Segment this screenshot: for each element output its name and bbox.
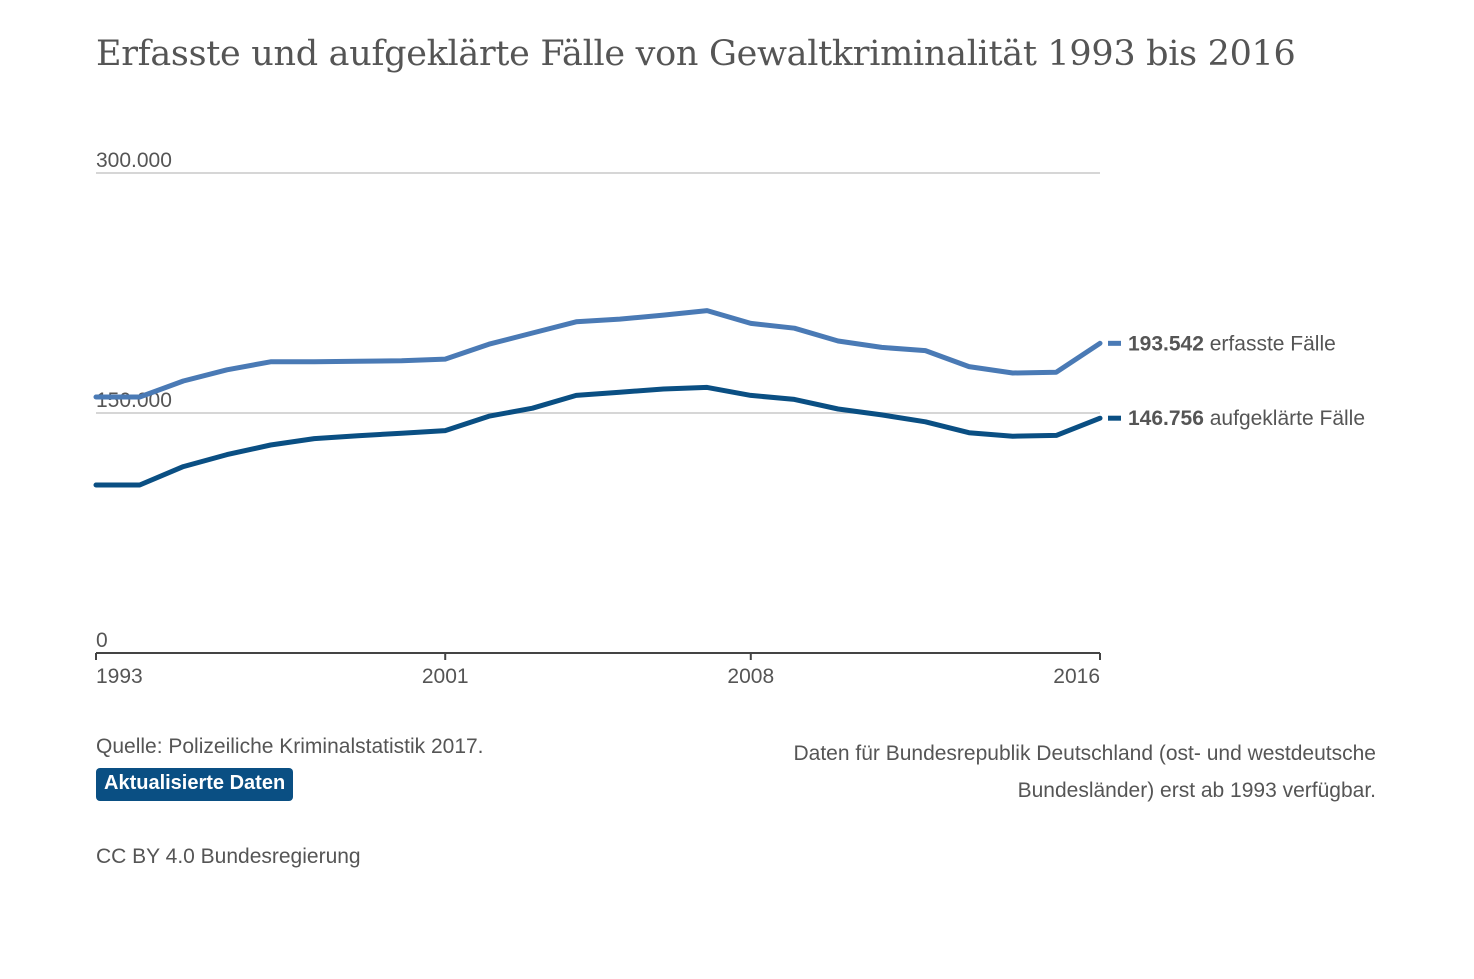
series [93,308,1103,488]
y-tick-label: 0 [96,629,108,652]
x-tick-label: 2001 [422,665,469,688]
y-tick-label: 300.000 [96,149,172,172]
series-end-label: 193.542 erfasste Fälle [1128,332,1336,355]
series-end-labels: 193.542 erfasste Fälle 146.756 aufgeklärt… [1108,332,1365,430]
x-tick-label: 2016 [1053,665,1100,688]
y-tick-label: 150.000 [96,389,172,412]
availability-note: Daten für Bundesrepublik Deutschland (os… [793,742,1376,802]
license-text: CC BY 4.0 Bundesregierung [96,845,361,868]
series-line [93,384,1103,488]
x-tick-label: 2008 [727,665,774,688]
gridlines: 0 150.000 300.000 [96,149,1100,652]
x-tick-label: 1993 [96,665,143,688]
series-line [93,308,1103,400]
updated-data-button[interactable]: Aktualisierte Daten [96,768,294,801]
x-axis: 1993 2001 2008 2016 [95,652,1101,688]
series-end-label: 146.756 aufgeklärte Fälle [1128,407,1365,430]
chart-title: Erfasste und aufgeklärte Fälle von Gewal… [96,34,1296,74]
source-text: Quelle: Polizeiliche Kriminalstatistik 2… [96,735,484,758]
line-chart: 0 150.000 300.000 1993 2001 2008 2016 193.542… [93,149,1365,688]
